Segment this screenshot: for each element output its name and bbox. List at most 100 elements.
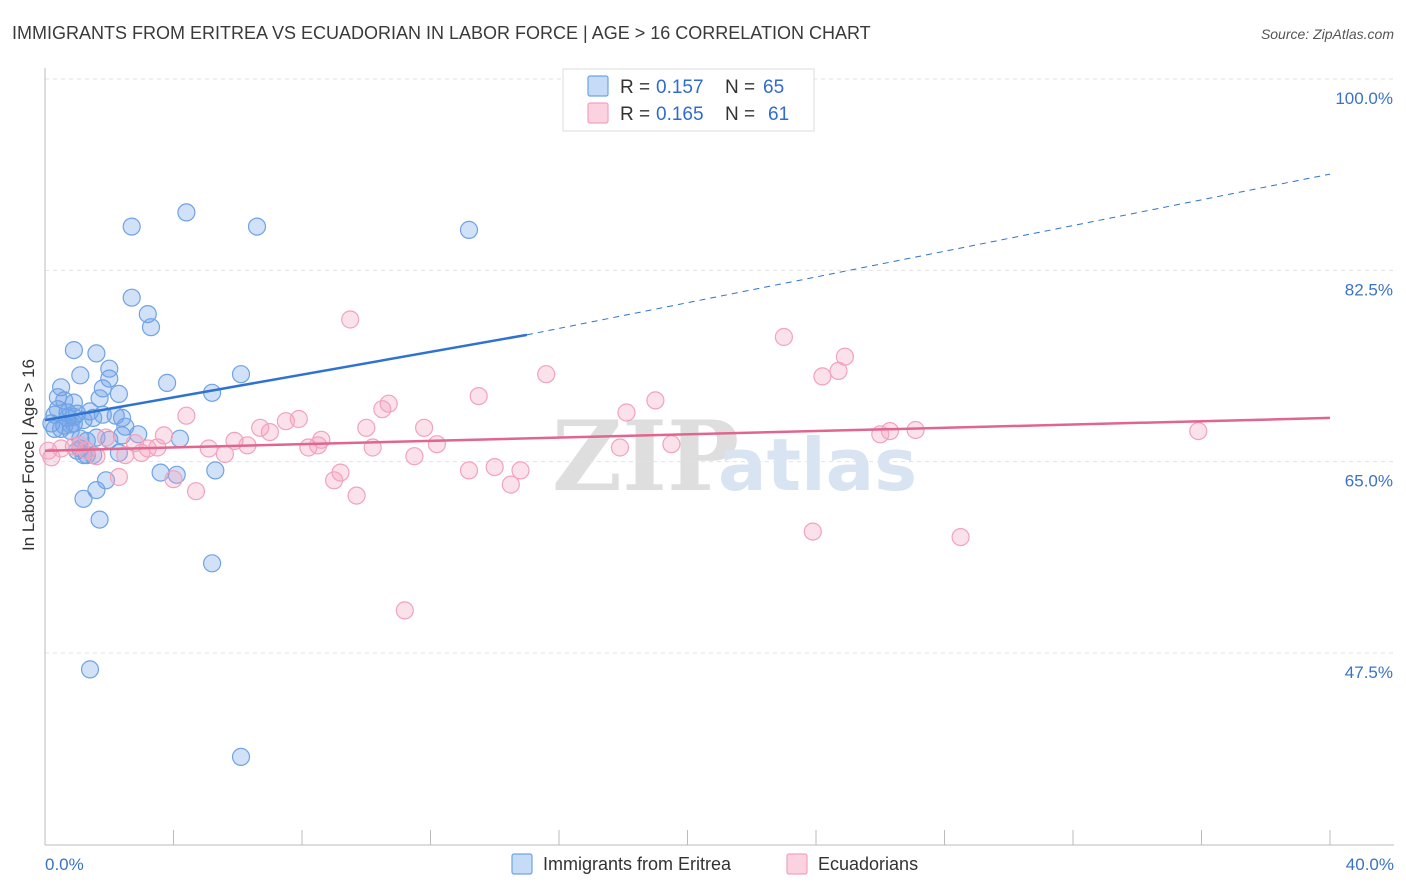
ecuadorians-point [537, 365, 556, 384]
eritrea-trend-line [44, 333, 528, 422]
x-tick-label-max: 40.0% [1346, 855, 1394, 874]
ecuadorians-point [395, 601, 414, 620]
legend-n-label-ecuadorians: N = [725, 104, 755, 125]
ecuadorians-point [1189, 422, 1208, 441]
eritrea-point [87, 344, 106, 363]
bottom-legend-label-eritrea: Immigrants from Eritrea [543, 854, 732, 874]
y-tick-label: 100.0% [1335, 89, 1393, 108]
eritrea-point [93, 379, 112, 398]
series-legend: Immigrants from Eritrea Ecuadorians [511, 853, 918, 875]
y-axis-label: In Labor Force | Age > 16 [19, 359, 38, 551]
eritrea-point [231, 365, 251, 384]
eritrea-point [80, 660, 100, 679]
chart-source: Source: ZipAtlas.com [1261, 26, 1394, 42]
ecuadorians-point [164, 470, 183, 489]
ecuadorians-point [341, 310, 360, 329]
ecuadorians-point [835, 347, 855, 366]
grid-lines [45, 78, 1394, 654]
eritrea-point [122, 288, 141, 307]
eritrea-point [203, 554, 222, 573]
ecuadorians-point [379, 394, 398, 413]
ecuadorians-point [469, 387, 488, 406]
ecuadorians-point [357, 418, 376, 437]
x-axis-ticks [44, 830, 1331, 845]
eritrea-point [122, 217, 141, 236]
legend-n-label-eritrea: N = [725, 77, 755, 98]
ecuadorians-point [309, 436, 328, 455]
ecuadorians-trend-line [44, 416, 1331, 452]
ecuadorians-point [116, 446, 135, 465]
ecuadorians-point [96, 428, 116, 447]
ecuadorians-point [347, 486, 366, 505]
y-axis-tick-labels: 100.0% 82.5% 65.0% 47.5% [1335, 89, 1393, 682]
bottom-legend-swatch-eritrea [511, 853, 533, 875]
eritrea-point [71, 366, 90, 385]
eritrea-point [64, 393, 84, 412]
ecuadorians-point [813, 367, 832, 386]
ecuadorians-point [186, 482, 206, 501]
ecuadorians-point [485, 458, 504, 477]
legend-r-label-ecuadorians: R = [620, 104, 650, 125]
ecuadorians-point [501, 475, 520, 494]
legend-r-value-ecuadorians: 0.165 [656, 104, 704, 125]
eritrea-point [100, 359, 119, 378]
eritrea-point [64, 341, 84, 360]
eritrea-point [170, 429, 189, 448]
ecuadorians-point [511, 461, 530, 480]
ecuadorians-point [331, 463, 350, 482]
eritrea-point [74, 489, 93, 508]
ecuadorians-point [199, 439, 218, 458]
correlation-legend: R = 0.157 N = 65 R = 0.165 N = 61 [562, 68, 815, 132]
eritrea-trend-extension [526, 173, 1331, 336]
eritrea-point [87, 481, 106, 500]
eritrea-point [45, 419, 64, 438]
ecuadorians-point [774, 327, 794, 347]
ecuadorians-point [289, 409, 308, 429]
series-eritrea-points [42, 203, 479, 767]
bottom-legend-swatch-ecuadorians [786, 853, 808, 875]
ecuadorians-point [312, 430, 331, 449]
eritrea-point [206, 461, 225, 480]
ecuadorians-point [154, 426, 173, 445]
eritrea-point [64, 414, 84, 433]
ecuadorians-point [646, 391, 665, 410]
ecuadorians-point [617, 403, 636, 422]
eritrea-point [231, 747, 251, 767]
ecuadorians-point [951, 527, 970, 547]
ecuadorians-point [459, 461, 479, 480]
eritrea-point [48, 400, 68, 419]
bottom-legend-label-ecuadorians: Ecuadorians [818, 854, 918, 874]
y-tick-label: 47.5% [1345, 663, 1393, 682]
legend-swatch-ecuadorians [587, 102, 609, 124]
ecuadorians-point [177, 406, 196, 425]
ecuadorians-point [662, 435, 681, 454]
legend-r-value-eritrea: 0.157 [656, 77, 704, 98]
ecuadorians-point [87, 447, 106, 466]
ecuadorians-point [427, 435, 446, 454]
eritrea-point [141, 318, 161, 337]
eritrea-point [158, 373, 177, 392]
legend-n-value-eritrea: 65 [763, 77, 784, 98]
ecuadorians-point [610, 438, 630, 457]
eritrea-point [84, 408, 103, 427]
legend-swatch-eritrea [587, 75, 609, 97]
ecuadorians-point [415, 418, 434, 437]
eritrea-point [109, 384, 129, 403]
y-tick-label: 65.0% [1345, 472, 1393, 491]
watermark-zip: ZIP [552, 400, 739, 513]
ecuadorians-point [880, 422, 900, 441]
ecuadorians-point [803, 522, 822, 541]
legend-r-label-eritrea: R = [620, 77, 650, 98]
trend-lines [44, 173, 1331, 452]
x-tick-label-min: 0.0% [45, 855, 84, 874]
eritrea-point [100, 369, 119, 388]
ecuadorians-point [405, 447, 424, 466]
eritrea-point [247, 217, 267, 236]
ecuadorians-point [906, 420, 925, 440]
eritrea-point [177, 203, 196, 222]
eritrea-point [90, 510, 109, 529]
legend-n-value-ecuadorians: 61 [768, 104, 789, 125]
chart-title: IMMIGRANTS FROM ERITREA VS ECUADORIAN IN… [12, 23, 871, 43]
ecuadorians-point [251, 418, 270, 437]
